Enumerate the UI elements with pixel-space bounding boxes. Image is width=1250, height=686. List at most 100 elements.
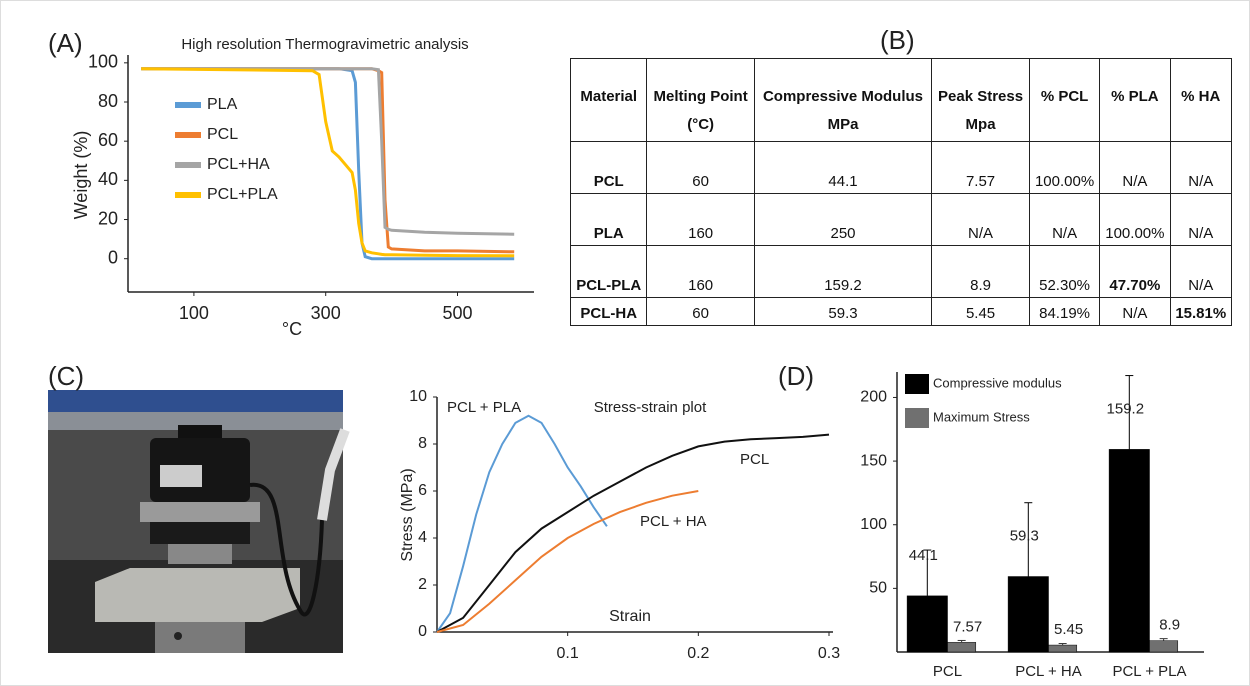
data-table: Material Melting Point Compressive Modulus… xyxy=(569,58,1233,326)
table-row: PCL-PLA 160 159.2 8.9 52.30% 47.70% N/A xyxy=(569,245,1233,298)
table-cell xyxy=(569,108,648,142)
table-row: PCL 60 44.1 7.57 100.00% N/A N/A xyxy=(569,141,1233,194)
x-tick-label: 0.1 xyxy=(557,645,579,662)
chart-title: High resolution Thermogravimetric analys… xyxy=(181,36,468,53)
y-tick-label: 2 xyxy=(418,576,427,593)
x-axis-label: °C xyxy=(282,319,302,339)
y-tick-label: 20 xyxy=(98,208,118,228)
table-cell: 159.2 xyxy=(753,245,933,298)
table-cell: 100.00% xyxy=(1028,141,1101,194)
x-tick-label: 100 xyxy=(179,303,209,323)
table-cell: 47.70% xyxy=(1099,245,1171,298)
legend-label: PCL+HA xyxy=(207,156,270,173)
table-cell: 84.19% xyxy=(1028,297,1101,326)
legend-swatch xyxy=(905,374,929,394)
x-tick-label: PCL + PLA xyxy=(1112,663,1186,680)
annotation: PCL + PLA xyxy=(447,399,521,416)
table-row: Material Melting Point Compressive Modulus… xyxy=(569,58,1233,108)
legend-label: Compressive modulus xyxy=(933,375,1062,390)
table-cell: N/A xyxy=(1169,245,1233,298)
table-cell: MPa xyxy=(753,108,933,142)
bar xyxy=(906,595,948,653)
table-cell: N/A xyxy=(1099,297,1171,326)
y-tick-label: 40 xyxy=(98,169,118,189)
table-cell: PCL xyxy=(569,141,648,194)
chart-title: Stress-strain plot xyxy=(594,399,707,416)
table-cell: (°C) xyxy=(646,108,755,142)
table-cell: N/A xyxy=(1169,193,1233,246)
table-cell: 160 xyxy=(646,245,755,298)
table-cell: 250 xyxy=(753,193,933,246)
table-cell: % PLA xyxy=(1099,58,1171,108)
bar xyxy=(1048,644,1078,653)
table-cell: Material xyxy=(569,58,648,108)
table-cell: N/A xyxy=(1169,141,1233,194)
panel-label: (D) xyxy=(778,361,814,391)
y-tick-label: 0 xyxy=(108,247,118,267)
line-series xyxy=(141,67,515,236)
line-series xyxy=(141,67,515,258)
x-tick-label: 0.2 xyxy=(687,645,709,662)
table-cell: 59.3 xyxy=(753,297,933,326)
x-axis-label: Strain xyxy=(609,608,651,625)
y-tick-label: 8 xyxy=(418,435,427,452)
legend-label: PLA xyxy=(207,96,238,113)
table-cell: Peak Stress xyxy=(931,58,1030,108)
value-label: 44.1 xyxy=(909,547,938,564)
table-cell: 60 xyxy=(646,141,755,194)
table-cell: 100.00% xyxy=(1099,193,1171,246)
table-cell: 52.30% xyxy=(1028,245,1101,298)
table-cell: % PCL xyxy=(1028,58,1101,108)
annotation: PCL xyxy=(740,451,769,468)
table-cell: PLA xyxy=(569,193,648,246)
y-axis-label: Stress (MPa) xyxy=(399,468,416,561)
table-cell xyxy=(1169,108,1233,142)
value-label: 8.9 xyxy=(1159,617,1180,634)
value-label: 5.45 xyxy=(1054,621,1083,638)
bar xyxy=(1108,449,1150,653)
legend-label: PCL xyxy=(207,126,238,143)
x-tick-label: PCL xyxy=(933,663,962,680)
y-tick-label: 80 xyxy=(98,91,118,111)
table-cell: 7.57 xyxy=(931,141,1030,194)
panel-label: (A) xyxy=(48,28,83,58)
y-tick-label: 150 xyxy=(860,452,887,469)
table-cell: 60 xyxy=(646,297,755,326)
value-label: 7.57 xyxy=(953,618,982,635)
y-tick-label: 4 xyxy=(418,529,427,546)
bar xyxy=(1007,576,1049,653)
table-cell: 44.1 xyxy=(753,141,933,194)
line-series xyxy=(436,414,608,633)
annotation: PCL + HA xyxy=(640,513,707,530)
x-tick-label: PCL + HA xyxy=(1015,663,1082,680)
table-cell: 8.9 xyxy=(931,245,1030,298)
table-cell: N/A xyxy=(931,193,1030,246)
table-row: PCL-HA 60 59.3 5.45 84.19% N/A 15.81% xyxy=(569,297,1233,326)
y-tick-label: 200 xyxy=(860,389,887,406)
x-tick-label: 500 xyxy=(442,303,472,323)
y-tick-label: 50 xyxy=(869,580,887,597)
panel-label: (C) xyxy=(48,361,84,391)
table-cell: 5.45 xyxy=(931,297,1030,326)
photo xyxy=(48,390,350,653)
table-cell: Mpa xyxy=(931,108,1030,142)
y-tick-label: 60 xyxy=(98,130,118,150)
y-tick-label: 100 xyxy=(88,52,118,72)
table-cell: PCL-PLA xyxy=(569,245,648,298)
table-row: PLA 160 250 N/A N/A 100.00% N/A xyxy=(569,193,1233,246)
panel-label: (B) xyxy=(880,25,915,55)
y-tick-label: 0 xyxy=(418,623,427,640)
table-cell: 15.81% xyxy=(1169,297,1233,326)
table-cell: % HA xyxy=(1169,58,1233,108)
table-cell: PCL-HA xyxy=(569,297,648,326)
y-tick-label: 100 xyxy=(860,516,887,533)
bar xyxy=(947,642,977,653)
legend-label: Maximum Stress xyxy=(933,409,1030,424)
value-label: 159.2 xyxy=(1107,400,1145,417)
y-axis-label: Weight (%) xyxy=(71,131,91,220)
table-cell: Compressive Modulus xyxy=(753,58,933,108)
table-cell xyxy=(1028,108,1101,142)
legend-swatch xyxy=(905,408,929,428)
value-label: 59.3 xyxy=(1010,527,1039,544)
